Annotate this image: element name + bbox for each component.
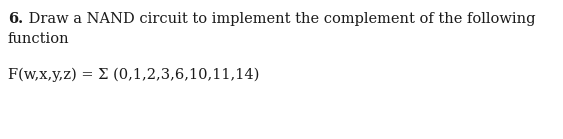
Text: F(w,x,y,z) = Σ (0,1,2,3,6,10,11,14): F(w,x,y,z) = Σ (0,1,2,3,6,10,11,14) (8, 68, 260, 82)
Text: Draw a NAND circuit to implement the complement of the following: Draw a NAND circuit to implement the com… (24, 12, 535, 26)
Text: function: function (8, 32, 70, 46)
Text: 6.: 6. (8, 12, 23, 26)
